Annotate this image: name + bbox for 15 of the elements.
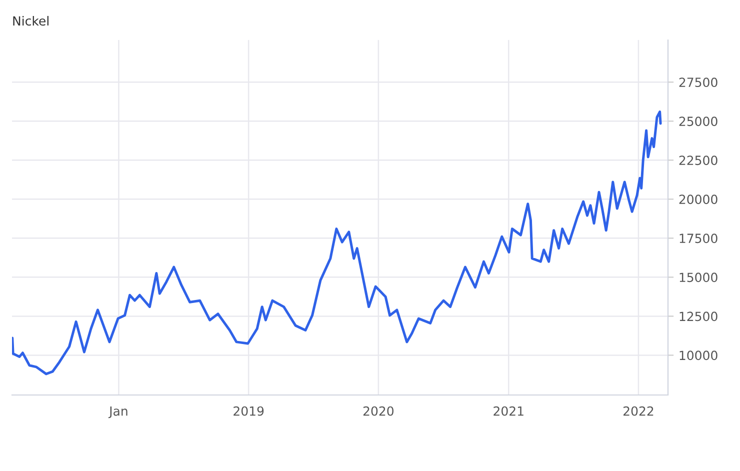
x-tick-label: 2022 <box>623 406 654 416</box>
y-tick-label: 17500 <box>680 234 718 244</box>
y-tick-label: 15000 <box>680 272 718 282</box>
y-tick-label: 22500 <box>679 156 718 166</box>
x-tick-label: 2021 <box>494 406 524 416</box>
y-tick-label: 20000 <box>679 194 718 204</box>
y-tick-label: 12500 <box>680 312 718 322</box>
x-tick-label: 2020 <box>363 406 394 416</box>
x-tick-label: 2019 <box>234 406 264 416</box>
chart-title: Nickel <box>13 16 48 26</box>
x-tick-label: Jan <box>108 406 128 418</box>
y-tick-label: 25000 <box>679 116 718 126</box>
line-series <box>12 110 662 376</box>
y-tick-label: 27500 <box>679 78 718 88</box>
y-tick-label: 10000 <box>680 350 718 360</box>
